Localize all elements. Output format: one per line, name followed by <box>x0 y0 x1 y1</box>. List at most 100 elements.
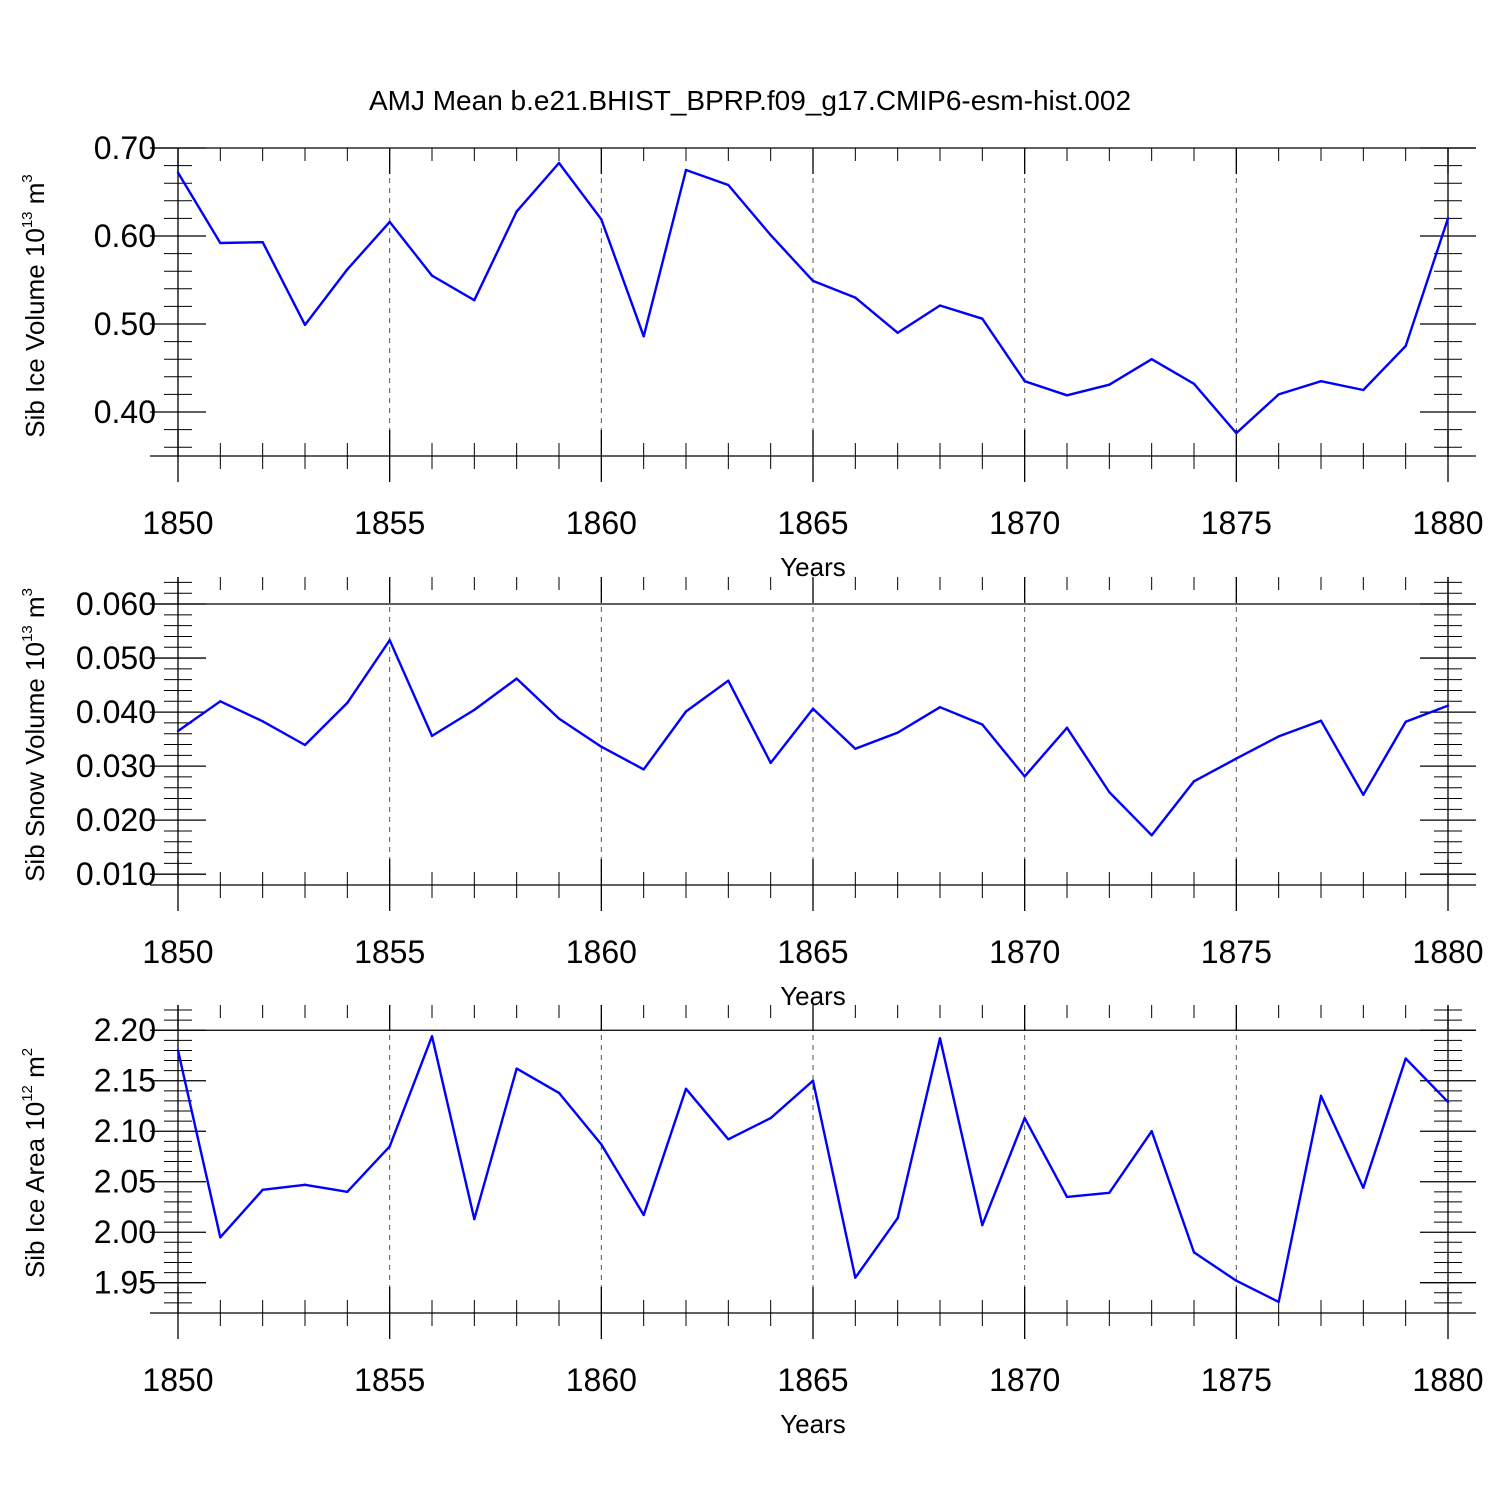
sib-ice-area-data-point <box>600 1143 603 1146</box>
sib-snow-volume-data-point <box>219 700 222 703</box>
sib-ice-volume-data-point <box>388 220 391 224</box>
sib-snow-volume-data-point <box>1023 775 1026 778</box>
sib-snow-volume-panel: 0.010 0.020 0.030 0.040 0.050 0.060 1850 1855 18… <box>19 577 1484 1011</box>
sib-snow-volume-data-point <box>981 723 984 726</box>
sib-snow-volume-data-point <box>896 731 899 734</box>
sib-ice-volume-data-point <box>303 323 307 327</box>
sib-ice-area-data-point <box>303 1183 307 1186</box>
sib-snow-volume-data-point <box>684 710 688 713</box>
sib-ice-volume-data-point <box>727 183 730 187</box>
sib-ice-volume-y-tick-label: 0.40 <box>94 394 156 430</box>
sib-ice-area-x-tick-label: 1850 <box>142 1362 213 1398</box>
sib-ice-area-x-tick-label: 1865 <box>777 1362 848 1398</box>
sib-snow-volume-data-point <box>388 639 391 642</box>
sib-ice-area-data-point <box>642 1213 645 1217</box>
sib-ice-area-x-tick-label: 1875 <box>1201 1362 1272 1398</box>
sib-snow-volume-x-tick-label: 1865 <box>777 934 848 970</box>
sib-ice-area-data-point <box>938 1037 942 1040</box>
sib-ice-volume-data-point <box>473 299 476 302</box>
sib-ice-volume-data-point <box>1277 393 1280 396</box>
panels: 0.40 0.50 0.60 0.70 1850 1855 1860 1865 1870 1875… <box>19 130 1484 1439</box>
sib-ice-area-data-point <box>1404 1057 1407 1060</box>
sib-ice-volume-data-point <box>1023 380 1026 383</box>
sib-ice-area-y-tick-label: 2.20 <box>94 1012 156 1048</box>
sib-snow-volume-data-point <box>473 708 476 712</box>
sib-ice-area-data-point <box>981 1223 984 1227</box>
sib-ice-area-x-axis-title: Years <box>780 1409 846 1439</box>
sib-ice-volume-x-tick-label: 1850 <box>142 505 213 541</box>
sib-snow-volume-data-point <box>1277 735 1280 738</box>
sib-ice-area-data-point <box>388 1145 391 1148</box>
sib-ice-volume-data-point <box>854 296 857 299</box>
sib-ice-area-y-axis-title: Sib Ice Area 1012 m2 <box>19 1048 50 1278</box>
sib-snow-volume-data-point <box>938 706 942 709</box>
sib-ice-area-data-point <box>769 1116 772 1120</box>
sib-ice-area-data-point <box>1446 1100 1450 1104</box>
sib-ice-area-data-point <box>346 1190 349 1194</box>
sib-ice-area-data-point <box>1277 1300 1280 1304</box>
sib-snow-volume-data-point <box>1235 757 1238 760</box>
sib-snow-volume-data-point <box>811 707 815 711</box>
sib-ice-volume-x-tick-label: 1880 <box>1412 505 1483 541</box>
sib-ice-volume-data-point <box>1362 388 1365 392</box>
sib-snow-volume-data-point <box>769 761 772 765</box>
sib-snow-volume-data-point <box>1404 720 1407 724</box>
sib-snow-volume-data-point <box>642 768 645 771</box>
sib-ice-volume-data-point <box>600 218 603 221</box>
sib-snow-volume-data-point <box>176 729 180 733</box>
sib-ice-volume-y-axis-title: Sib Ice Volume 1013 m3 <box>19 174 50 438</box>
sib-ice-area-y-tick-label: 2.15 <box>94 1063 156 1099</box>
sib-ice-area-data-point <box>684 1087 688 1091</box>
sib-snow-volume-data-point <box>1108 790 1111 794</box>
sib-ice-area-data-point <box>854 1276 857 1279</box>
sib-ice-volume-data-point <box>1108 383 1111 386</box>
sib-ice-volume-x-tick-label: 1875 <box>1201 505 1272 541</box>
sib-ice-area-data-point <box>557 1091 561 1095</box>
sib-ice-volume-data-point <box>769 233 772 237</box>
sib-ice-area-data-point <box>430 1035 434 1038</box>
sib-snow-volume-data-point <box>1362 793 1365 796</box>
sib-ice-area-x-tick-label: 1870 <box>989 1362 1060 1398</box>
sib-snow-volume-data-point <box>854 747 857 751</box>
sib-ice-volume-x-tick-label: 1865 <box>777 505 848 541</box>
sib-ice-volume-data-point <box>896 331 899 334</box>
sib-ice-volume-data-point <box>515 210 518 213</box>
sib-ice-volume-x-tick-label: 1870 <box>989 505 1060 541</box>
sib-snow-volume-y-tick-label: 0.020 <box>76 802 156 838</box>
sib-ice-area-data-point <box>473 1217 476 1221</box>
sib-ice-area-data-point <box>1362 1186 1365 1189</box>
sib-ice-area-data-point <box>1235 1279 1238 1282</box>
sib-ice-area-data-point <box>1065 1195 1069 1199</box>
sib-snow-volume-data-point <box>1446 704 1450 707</box>
sib-snow-volume-x-tick-label: 1850 <box>142 934 213 970</box>
sib-ice-volume-x-tick-label: 1855 <box>354 505 425 541</box>
sib-ice-volume-data-point <box>176 171 180 174</box>
sib-snow-volume-data-point <box>1319 719 1323 722</box>
sib-snow-volume-data-point <box>1150 834 1153 837</box>
sib-ice-volume-data-point <box>811 279 815 283</box>
sib-ice-volume-data-point <box>642 335 645 338</box>
sib-snow-volume-data-point <box>1192 780 1196 783</box>
sib-ice-area-panel: 1.95 2.00 2.05 2.10 2.15 2.20 1850 1855 1860 1865… <box>19 1005 1484 1439</box>
sib-snow-volume-x-tick-label: 1855 <box>354 934 425 970</box>
sib-snow-volume-data-point <box>600 745 603 748</box>
sib-ice-volume-data-point <box>684 168 688 172</box>
sib-snow-volume-x-tick-label: 1880 <box>1412 934 1483 970</box>
sib-ice-volume-panel: 0.40 0.50 0.60 0.70 1850 1855 1860 1865 1870 1875… <box>19 130 1484 582</box>
sib-ice-area-y-tick-label: 2.00 <box>94 1214 156 1250</box>
figure-title: AMJ Mean b.e21.BHIST_BPRP.f09_g17.CMIP6-… <box>369 85 1131 116</box>
sib-ice-area-data-point <box>896 1216 899 1220</box>
sib-snow-volume-data-point <box>1065 726 1069 729</box>
sib-ice-area-data-point <box>811 1079 815 1082</box>
sib-ice-area-data-point <box>261 1188 264 1192</box>
sib-ice-area-data-point <box>1108 1191 1111 1195</box>
sib-ice-volume-data-point <box>261 240 264 244</box>
sib-ice-area-x-tick-label: 1860 <box>566 1362 637 1398</box>
sib-snow-volume-y-tick-label: 0.060 <box>76 586 156 622</box>
sib-snow-volume-data-point <box>303 743 307 747</box>
sib-ice-volume-x-tick-label: 1860 <box>566 505 637 541</box>
sib-ice-area-data-point <box>176 1049 180 1052</box>
sib-ice-area-data-point <box>1319 1094 1323 1098</box>
sib-ice-volume-data-point <box>219 241 222 245</box>
